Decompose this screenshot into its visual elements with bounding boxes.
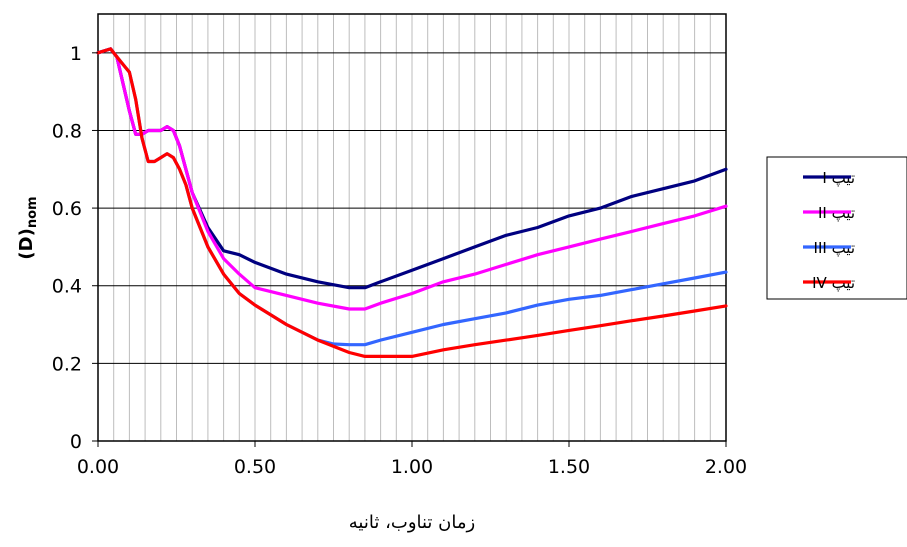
y-axis-title-subscript: nom [25, 196, 40, 228]
x-tick-label: 2.00 [705, 456, 747, 478]
legend-label: تیپ II [818, 204, 855, 223]
legend-label: تیپ III [814, 239, 855, 258]
y-axis-ticks: 0 0.2 0.4 0.6 0.8 1 [52, 43, 98, 453]
y-tick-label: 0.8 [52, 120, 82, 142]
legend-label: تیپ IV [812, 274, 855, 293]
series-line [96, 47, 728, 358]
y-tick-label: 0.4 [52, 276, 82, 298]
y-tick-label: 0.2 [52, 353, 82, 375]
x-tick-label: 1.00 [391, 456, 433, 478]
series-line [96, 47, 728, 311]
legend-label: تیپ I [822, 169, 855, 188]
x-axis-title: زمان تناوب، ثانیه [349, 512, 475, 533]
grid [98, 14, 726, 441]
legend: تیپ I تیپ II تیپ III تیپ IV [766, 156, 907, 300]
y-tick-label: 1 [70, 43, 82, 65]
y-axis-title: (D)nom [16, 196, 40, 259]
y-axis-title-main: (D) [16, 228, 37, 259]
series-lines [96, 47, 728, 358]
x-tick-label: 0.00 [77, 456, 119, 478]
x-axis-ticks: 0.00 0.50 1.00 1.50 2.00 [77, 441, 747, 478]
y-tick-label: 0 [70, 431, 82, 453]
y-tick-label: 0.6 [52, 198, 82, 220]
legend-box [766, 156, 907, 300]
x-tick-label: 1.50 [548, 456, 590, 478]
x-tick-label: 0.50 [234, 456, 276, 478]
